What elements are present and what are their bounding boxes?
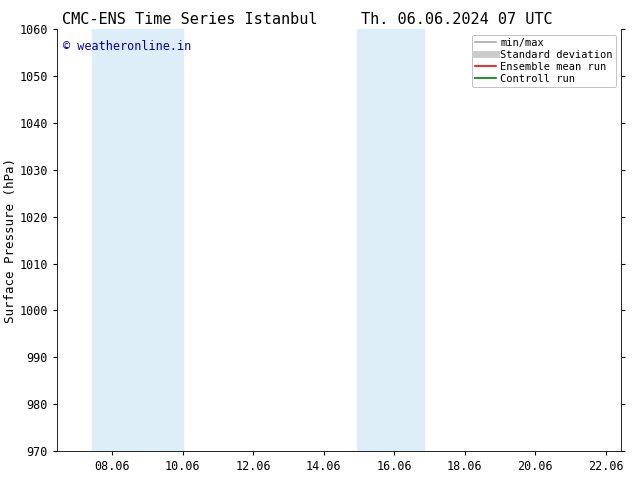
Bar [93, 29, 183, 451]
Text: © weatheronline.in: © weatheronline.in [63, 40, 191, 53]
Y-axis label: Surface Pressure (hPa): Surface Pressure (hPa) [4, 158, 16, 322]
Text: CMC-ENS Time Series Istanbul: CMC-ENS Time Series Istanbul [63, 12, 318, 27]
Text: Th. 06.06.2024 07 UTC: Th. 06.06.2024 07 UTC [361, 12, 552, 27]
Bar [357, 29, 424, 451]
Legend: min/max, Standard deviation, Ensemble mean run, Controll run: min/max, Standard deviation, Ensemble me… [472, 35, 616, 87]
